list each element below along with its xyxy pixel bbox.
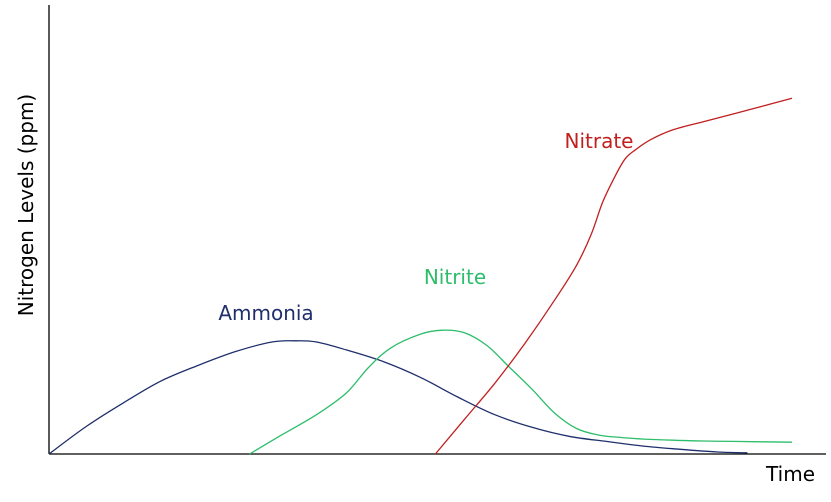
ammonia-line	[48, 340, 748, 455]
ammonia-label: Ammonia	[218, 301, 313, 325]
nitrite-line	[249, 329, 793, 455]
series-labels: Ammonia Nitrite Nitrate	[218, 129, 633, 325]
nitrate-label: Nitrate	[565, 129, 634, 153]
x-axis-label: Time	[765, 462, 815, 486]
nitrate-line	[434, 97, 793, 455]
y-axis-label: Nitrogen Levels (ppm)	[14, 94, 38, 316]
series-group	[48, 97, 793, 455]
nitrite-label: Nitrite	[424, 265, 486, 289]
